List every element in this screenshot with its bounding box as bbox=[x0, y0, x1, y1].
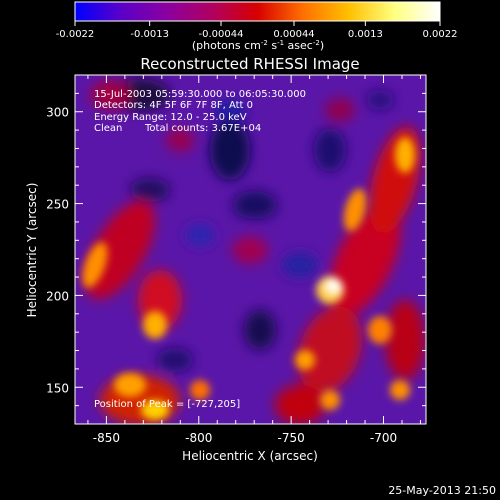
heatmap-blob bbox=[114, 373, 146, 397]
heatmap-blob bbox=[233, 191, 277, 219]
heatmap-blob bbox=[343, 188, 367, 232]
colorbar-tick-label: -0.0022 bbox=[56, 29, 95, 40]
info-energy-range: Energy Range: 12.0 - 25.0 keV bbox=[94, 112, 247, 123]
heatmap-blob bbox=[90, 80, 130, 110]
info-algorithm: Clean bbox=[94, 123, 122, 134]
colorbar: -0.0022 -0.0013 -0.00044 0.00044 0.0013 0.002… bbox=[56, 1, 458, 52]
heatmap-blob bbox=[297, 306, 363, 394]
x-tick-label: -850 bbox=[93, 431, 120, 445]
y-axis: 150 200 250 300 bbox=[46, 92, 426, 407]
heatmap-blob bbox=[244, 310, 276, 350]
y-axis-label: Heliocentric Y (arcsec) bbox=[25, 183, 39, 318]
heatmap-blob bbox=[82, 242, 108, 288]
heatmap-blob bbox=[368, 316, 392, 344]
x-tick-label: -750 bbox=[278, 431, 305, 445]
heatmap-blob bbox=[275, 385, 325, 424]
colorbar-tick-label: 0.0022 bbox=[423, 29, 458, 40]
colorbar-tick-label: 0.00044 bbox=[273, 29, 314, 40]
heatmap-blob bbox=[143, 311, 167, 339]
footer-timestamp: 25-May-2013 21:50 bbox=[388, 484, 496, 497]
x-axis-label: Heliocentric X (arcsec) bbox=[182, 449, 318, 463]
heatmap-blob bbox=[395, 137, 415, 173]
heatmap-blob bbox=[157, 348, 193, 372]
heatmap-blob bbox=[282, 253, 318, 277]
colorbar-ticks: -0.0022 -0.0013 -0.00044 0.00044 0.0013 0.002… bbox=[56, 21, 458, 40]
heatmap-image bbox=[75, 75, 426, 424]
colorbar-unit-label: (photons cm-2 s-1 asec-2) bbox=[192, 39, 324, 52]
plot-frame bbox=[74, 74, 427, 425]
heatmap-blob bbox=[325, 279, 342, 294]
colorbar-tick-label: -0.0013 bbox=[130, 29, 169, 40]
heatmap-blob bbox=[325, 98, 355, 122]
y-tick-label: 250 bbox=[46, 198, 69, 212]
x-tick-label: -700 bbox=[370, 431, 397, 445]
heatmap-blob bbox=[390, 380, 410, 400]
heatmap-blob bbox=[232, 236, 268, 264]
colorbar-strip bbox=[74, 1, 441, 22]
y-tick-label: 300 bbox=[46, 106, 69, 120]
heatmap-blob bbox=[295, 350, 315, 370]
x-axis: -850 -800 -750 -700 bbox=[87, 75, 421, 445]
heatmap-blob bbox=[166, 128, 194, 152]
colorbar-tick-label: -0.00044 bbox=[199, 29, 244, 40]
y-tick-label: 150 bbox=[46, 381, 69, 395]
colorbar-tick-label: 0.0013 bbox=[348, 29, 383, 40]
info-detectors: Detectors: 4F 5F 6F 7F 8F, Att 0 bbox=[94, 100, 253, 111]
heatmap-blob bbox=[320, 390, 340, 410]
heatmap-blob bbox=[366, 90, 394, 110]
heatmap-blob bbox=[130, 178, 170, 202]
heatmap-blob bbox=[314, 128, 346, 172]
info-total-counts: Total counts: 3.67E+04 bbox=[144, 123, 261, 134]
heatmap-blob bbox=[210, 120, 250, 180]
heatmap-blob bbox=[85, 200, 155, 300]
info-time-range: 15-Jul-2003 05:59:30.000 to 06:05:30.000 bbox=[94, 89, 306, 100]
peak-position-label: Position of Peak = [-727,205] bbox=[94, 399, 240, 410]
chart-title: Reconstructed RHESSI Image bbox=[140, 55, 359, 73]
heatmap-blob bbox=[214, 100, 246, 120]
heatmap-blob bbox=[385, 300, 425, 380]
heatmap-blob bbox=[186, 225, 214, 245]
y-tick-label: 200 bbox=[46, 289, 69, 303]
info-annotation: 15-Jul-2003 05:59:30.000 to 06:05:30.000… bbox=[94, 89, 306, 410]
x-tick-label: -800 bbox=[185, 431, 212, 445]
heatmap-blob bbox=[141, 400, 169, 420]
heatmap-blob bbox=[190, 380, 210, 400]
